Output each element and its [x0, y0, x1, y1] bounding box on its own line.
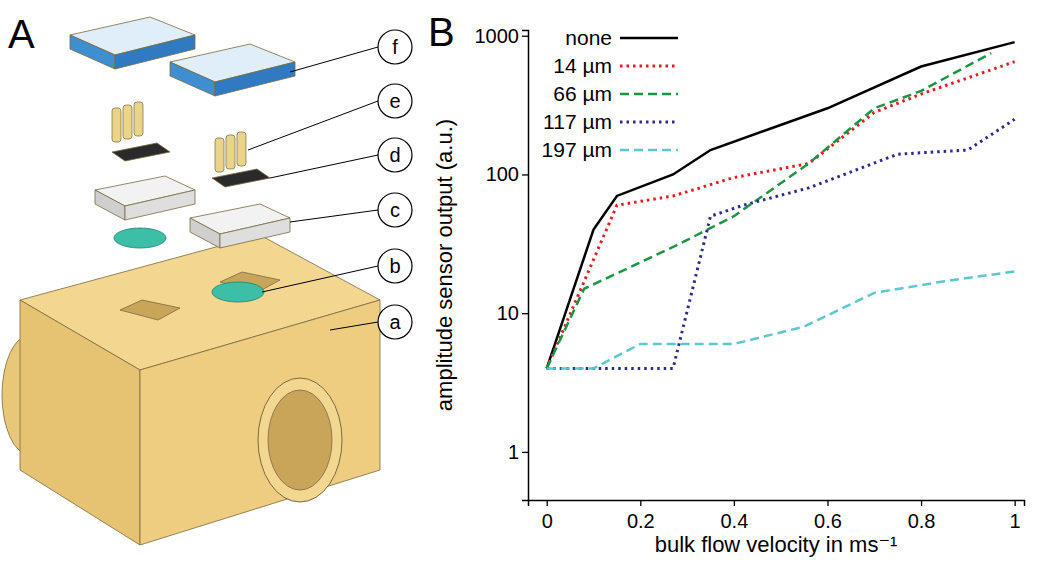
legend-label: none: [565, 26, 612, 49]
legend-label: 117 µm: [543, 110, 612, 133]
leader-line: [270, 155, 378, 178]
contact-pin: [215, 138, 224, 172]
tick-mark: [734, 500, 735, 506]
callout-circle: [378, 193, 412, 227]
contact-pin: [237, 132, 246, 166]
y-tick: 100: [486, 163, 528, 185]
leader-line: [262, 266, 378, 292]
legend: none 14 µm 66 µm 117 µm 197 µm: [542, 26, 678, 161]
panel-label: B: [428, 10, 455, 54]
y-tick: 10: [497, 302, 528, 324]
figure: Aa b c d e f B 0 0.2 0.4 0.6 0.8 1 1 10 100 1000 bulk flo…: [0, 0, 1038, 563]
legend-swatch: [620, 37, 678, 40]
callout-label: d: [389, 144, 400, 166]
leader-line: [290, 210, 378, 222]
series-line: [547, 53, 992, 368]
callout-circle: [378, 305, 412, 339]
callout-circle: [378, 30, 412, 64]
housing-pipe: [258, 378, 342, 502]
tick-label: 0: [542, 510, 553, 532]
sensor-carrier: [220, 218, 290, 248]
housing-side: [20, 300, 140, 545]
series-line: [547, 119, 1015, 368]
y-tick: 1: [508, 441, 528, 463]
callout-circle: [378, 138, 412, 172]
series-line: [547, 271, 1015, 368]
tick-label: 1: [508, 441, 519, 463]
axis-line: [522, 31, 529, 501]
x-tick: 0.6: [814, 500, 842, 532]
sensor-seat: [120, 300, 180, 320]
series-line: [547, 62, 1015, 369]
panel-label: A: [8, 12, 35, 56]
tick-mark: [547, 500, 548, 506]
channel-lid: [170, 62, 215, 96]
callout-circle: [378, 84, 412, 118]
sensor-carrier: [125, 190, 195, 220]
x-tick: 0: [542, 500, 553, 532]
tick-mark: [522, 452, 528, 453]
callout-label: f: [392, 36, 398, 58]
tick-label: 0.6: [814, 510, 842, 532]
legend-label: 66 µm: [553, 82, 612, 105]
tick-label: 0.2: [627, 510, 655, 532]
tick-label: 0.8: [908, 510, 936, 532]
legend-label: 14 µm: [553, 54, 612, 77]
channel-lid: [215, 62, 295, 96]
sensor-carrier: [190, 218, 220, 248]
leader-line: [248, 101, 378, 150]
y-tick: 1000: [475, 25, 529, 47]
tick-label: 0.4: [720, 510, 748, 532]
x-axis-title: bulk flow velocity in ms⁻¹: [655, 532, 898, 557]
housing-front: [140, 300, 380, 545]
axis-line: [529, 501, 1025, 507]
tick-mark: [522, 174, 528, 175]
callout-circle: [378, 249, 412, 283]
contact-pin: [112, 108, 121, 142]
plot-lines: [547, 42, 1015, 368]
callout-label: e: [389, 90, 400, 112]
tick-mark: [921, 500, 922, 506]
tick-mark: [522, 313, 528, 314]
channel-lid: [70, 35, 115, 69]
contact-pin: [123, 105, 132, 139]
y-axis-title: amplitude sensor output (a.u.): [432, 119, 457, 411]
x-tick: 0.8: [908, 500, 936, 532]
leader-line: [330, 322, 378, 330]
tick-label: 1000: [475, 25, 520, 47]
tick-mark: [522, 36, 528, 37]
tick-mark: [640, 500, 641, 506]
leader-line: [290, 47, 378, 72]
callout-label: a: [389, 311, 401, 333]
x-tick: 1: [1010, 500, 1021, 532]
tick-mark: [827, 500, 828, 506]
tick-mark: [1014, 500, 1015, 506]
sensor-carrier: [95, 190, 125, 220]
legend-swatch: [620, 65, 678, 68]
legend-swatch: [620, 93, 678, 96]
legend-label: 197 µm: [542, 138, 612, 161]
panel-b: B 0 0.2 0.4 0.6 0.8 1 1 10 100 1000 bulk flow veloc…: [428, 10, 1025, 557]
tick-label: 100: [486, 163, 519, 185]
x-tick: 0.2: [627, 500, 655, 532]
callout-label: c: [390, 199, 400, 221]
contact-pin: [134, 102, 143, 136]
tick-label: 1: [1010, 510, 1021, 532]
membrane: [212, 282, 264, 302]
x-axis: 0 0.2 0.4 0.6 0.8 1: [529, 500, 1025, 532]
series-line: [547, 42, 1015, 368]
callout-label: b: [389, 255, 400, 277]
contact-pin: [226, 135, 235, 169]
legend-swatch: [620, 121, 678, 124]
membrane: [114, 228, 166, 248]
x-tick: 0.4: [720, 500, 748, 532]
panel-a: Aa b c d e f: [2, 12, 412, 545]
y-axis: 1 10 100 1000: [475, 25, 529, 501]
sensor-chip: [112, 143, 170, 161]
housing-bore: [268, 390, 332, 490]
tick-label: 10: [497, 302, 519, 324]
legend-swatch: [620, 149, 678, 152]
